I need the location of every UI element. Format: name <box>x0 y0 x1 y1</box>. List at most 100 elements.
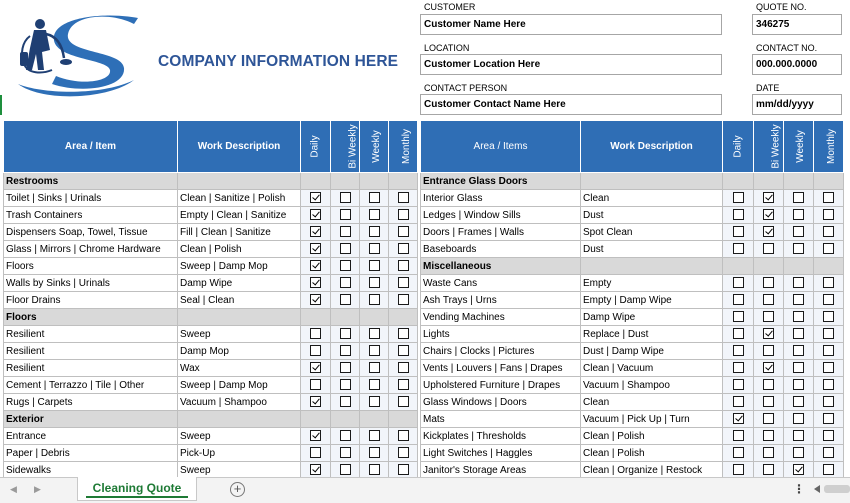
checkbox-weekly[interactable] <box>793 345 804 357</box>
checkbox-biweekly[interactable] <box>339 464 351 476</box>
checkbox-monthly[interactable] <box>823 294 834 306</box>
checkbox-daily[interactable] <box>732 413 744 425</box>
checkbox-monthly[interactable] <box>397 243 409 255</box>
checkbox-daily[interactable] <box>732 328 744 340</box>
checkbox-monthly[interactable] <box>397 226 409 238</box>
checkbox-daily[interactable] <box>732 464 744 476</box>
area-cell[interactable]: Light Switches | Haggles <box>420 444 581 462</box>
checkbox-biweekly[interactable] <box>339 209 351 221</box>
checkbox-biweekly[interactable] <box>339 430 351 442</box>
checkbox-biweekly[interactable] <box>339 362 351 374</box>
area-cell[interactable]: Chairs | Clocks | Pictures <box>420 342 581 360</box>
description-cell[interactable]: Clean | Sanitize | Polish <box>177 189 301 207</box>
checkbox-biweekly[interactable] <box>763 226 774 238</box>
checkbox-monthly[interactable] <box>823 209 834 221</box>
checkbox-weekly[interactable] <box>368 379 380 391</box>
description-cell[interactable]: Fill | Clean | Sanitize <box>177 223 301 241</box>
checkbox-daily[interactable] <box>732 345 744 357</box>
checkbox-monthly[interactable] <box>397 345 409 357</box>
description-cell[interactable]: Pick-Up <box>177 444 301 462</box>
area-cell[interactable]: Kickplates | Thresholds <box>420 427 581 445</box>
checkbox-monthly[interactable] <box>823 413 834 425</box>
checkbox-daily[interactable] <box>310 362 321 374</box>
checkbox-monthly[interactable] <box>823 277 834 289</box>
checkbox-weekly[interactable] <box>793 277 804 289</box>
checkbox-daily[interactable] <box>310 430 321 442</box>
description-cell[interactable]: Empty <box>580 274 723 292</box>
checkbox-daily[interactable] <box>732 447 744 459</box>
description-cell[interactable]: Empty | Damp Wipe <box>580 291 723 309</box>
area-cell[interactable]: Paper | Debris <box>3 444 178 462</box>
checkbox-monthly[interactable] <box>823 430 834 442</box>
area-cell[interactable]: Dispensers Soap, Towel, Tissue <box>3 223 178 241</box>
checkbox-weekly[interactable] <box>793 243 804 255</box>
checkbox-biweekly[interactable] <box>339 226 351 238</box>
description-cell[interactable]: Damp Wipe <box>177 274 301 292</box>
checkbox-biweekly[interactable] <box>763 396 774 408</box>
checkbox-daily[interactable] <box>310 396 321 408</box>
checkbox-biweekly[interactable] <box>339 260 351 272</box>
checkbox-weekly[interactable] <box>793 209 804 221</box>
scroll-left-icon[interactable]: ◀ <box>10 484 17 494</box>
area-cell[interactable]: Resilient <box>3 359 178 377</box>
description-cell[interactable]: Sweep | Damp Mop <box>177 257 301 275</box>
checkbox-daily[interactable] <box>732 226 744 238</box>
checkbox-biweekly[interactable] <box>763 362 774 374</box>
area-cell[interactable]: Doors | Frames | Walls <box>420 223 581 241</box>
area-cell[interactable]: Glass Windows | Doors <box>420 393 581 411</box>
checkbox-monthly[interactable] <box>397 260 409 272</box>
area-cell[interactable]: Janitor's Storage Areas <box>420 461 581 477</box>
description-cell[interactable]: Damp Mop <box>177 342 301 360</box>
checkbox-daily[interactable] <box>310 328 321 340</box>
quote-number-field[interactable]: 346275 <box>752 14 842 35</box>
area-cell[interactable]: Ledges | Window Sills <box>420 206 581 224</box>
horizontal-scrollbar[interactable] <box>812 482 850 496</box>
description-cell[interactable]: Spot Clean <box>580 223 723 241</box>
description-cell[interactable]: Dust <box>580 240 723 258</box>
checkbox-biweekly[interactable] <box>763 379 774 391</box>
area-cell[interactable]: Trash Containers <box>3 206 178 224</box>
checkbox-biweekly[interactable] <box>763 447 774 459</box>
area-cell[interactable]: Lights <box>420 325 581 343</box>
checkbox-biweekly[interactable] <box>763 464 774 476</box>
checkbox-biweekly[interactable] <box>339 192 351 204</box>
contact-number-field[interactable]: 000.000.0000 <box>752 54 842 75</box>
checkbox-monthly[interactable] <box>397 277 409 289</box>
description-cell[interactable]: Replace | Dust <box>580 325 723 343</box>
area-cell[interactable]: Sidewalks <box>3 461 178 477</box>
description-cell[interactable]: Clean <box>580 189 723 207</box>
description-cell[interactable]: Empty | Clean | Sanitize <box>177 206 301 224</box>
scroll-right-icon[interactable]: ▶ <box>34 484 41 494</box>
checkbox-biweekly[interactable] <box>763 209 774 221</box>
checkbox-daily[interactable] <box>732 396 744 408</box>
checkbox-weekly[interactable] <box>368 277 380 289</box>
checkbox-biweekly[interactable] <box>339 379 351 391</box>
description-cell[interactable]: Clean | Polish <box>177 240 301 258</box>
description-cell[interactable]: Wax <box>177 359 301 377</box>
checkbox-weekly[interactable] <box>793 396 804 408</box>
area-cell[interactable]: Floors <box>3 257 178 275</box>
checkbox-daily[interactable] <box>732 192 744 204</box>
checkbox-daily[interactable] <box>310 294 321 306</box>
checkbox-daily[interactable] <box>310 260 321 272</box>
checkbox-weekly[interactable] <box>793 430 804 442</box>
area-cell[interactable]: Resilient <box>3 325 178 343</box>
checkbox-monthly[interactable] <box>397 209 409 221</box>
checkbox-weekly[interactable] <box>368 192 380 204</box>
area-cell[interactable]: Vending Machines <box>420 308 581 326</box>
checkbox-daily[interactable] <box>310 209 321 221</box>
checkbox-biweekly[interactable] <box>763 328 774 340</box>
checkbox-biweekly[interactable] <box>339 396 351 408</box>
checkbox-weekly[interactable] <box>368 447 380 459</box>
checkbox-biweekly[interactable] <box>763 311 774 323</box>
checkbox-weekly[interactable] <box>793 226 804 238</box>
checkbox-monthly[interactable] <box>823 464 834 476</box>
checkbox-weekly[interactable] <box>793 379 804 391</box>
description-cell[interactable]: Dust | Damp Wipe <box>580 342 723 360</box>
checkbox-daily[interactable] <box>310 345 321 357</box>
checkbox-daily[interactable] <box>732 362 744 374</box>
description-cell[interactable]: Clean | Vacuum <box>580 359 723 377</box>
checkbox-biweekly[interactable] <box>763 294 774 306</box>
checkbox-monthly[interactable] <box>823 328 834 340</box>
checkbox-weekly[interactable] <box>368 209 380 221</box>
